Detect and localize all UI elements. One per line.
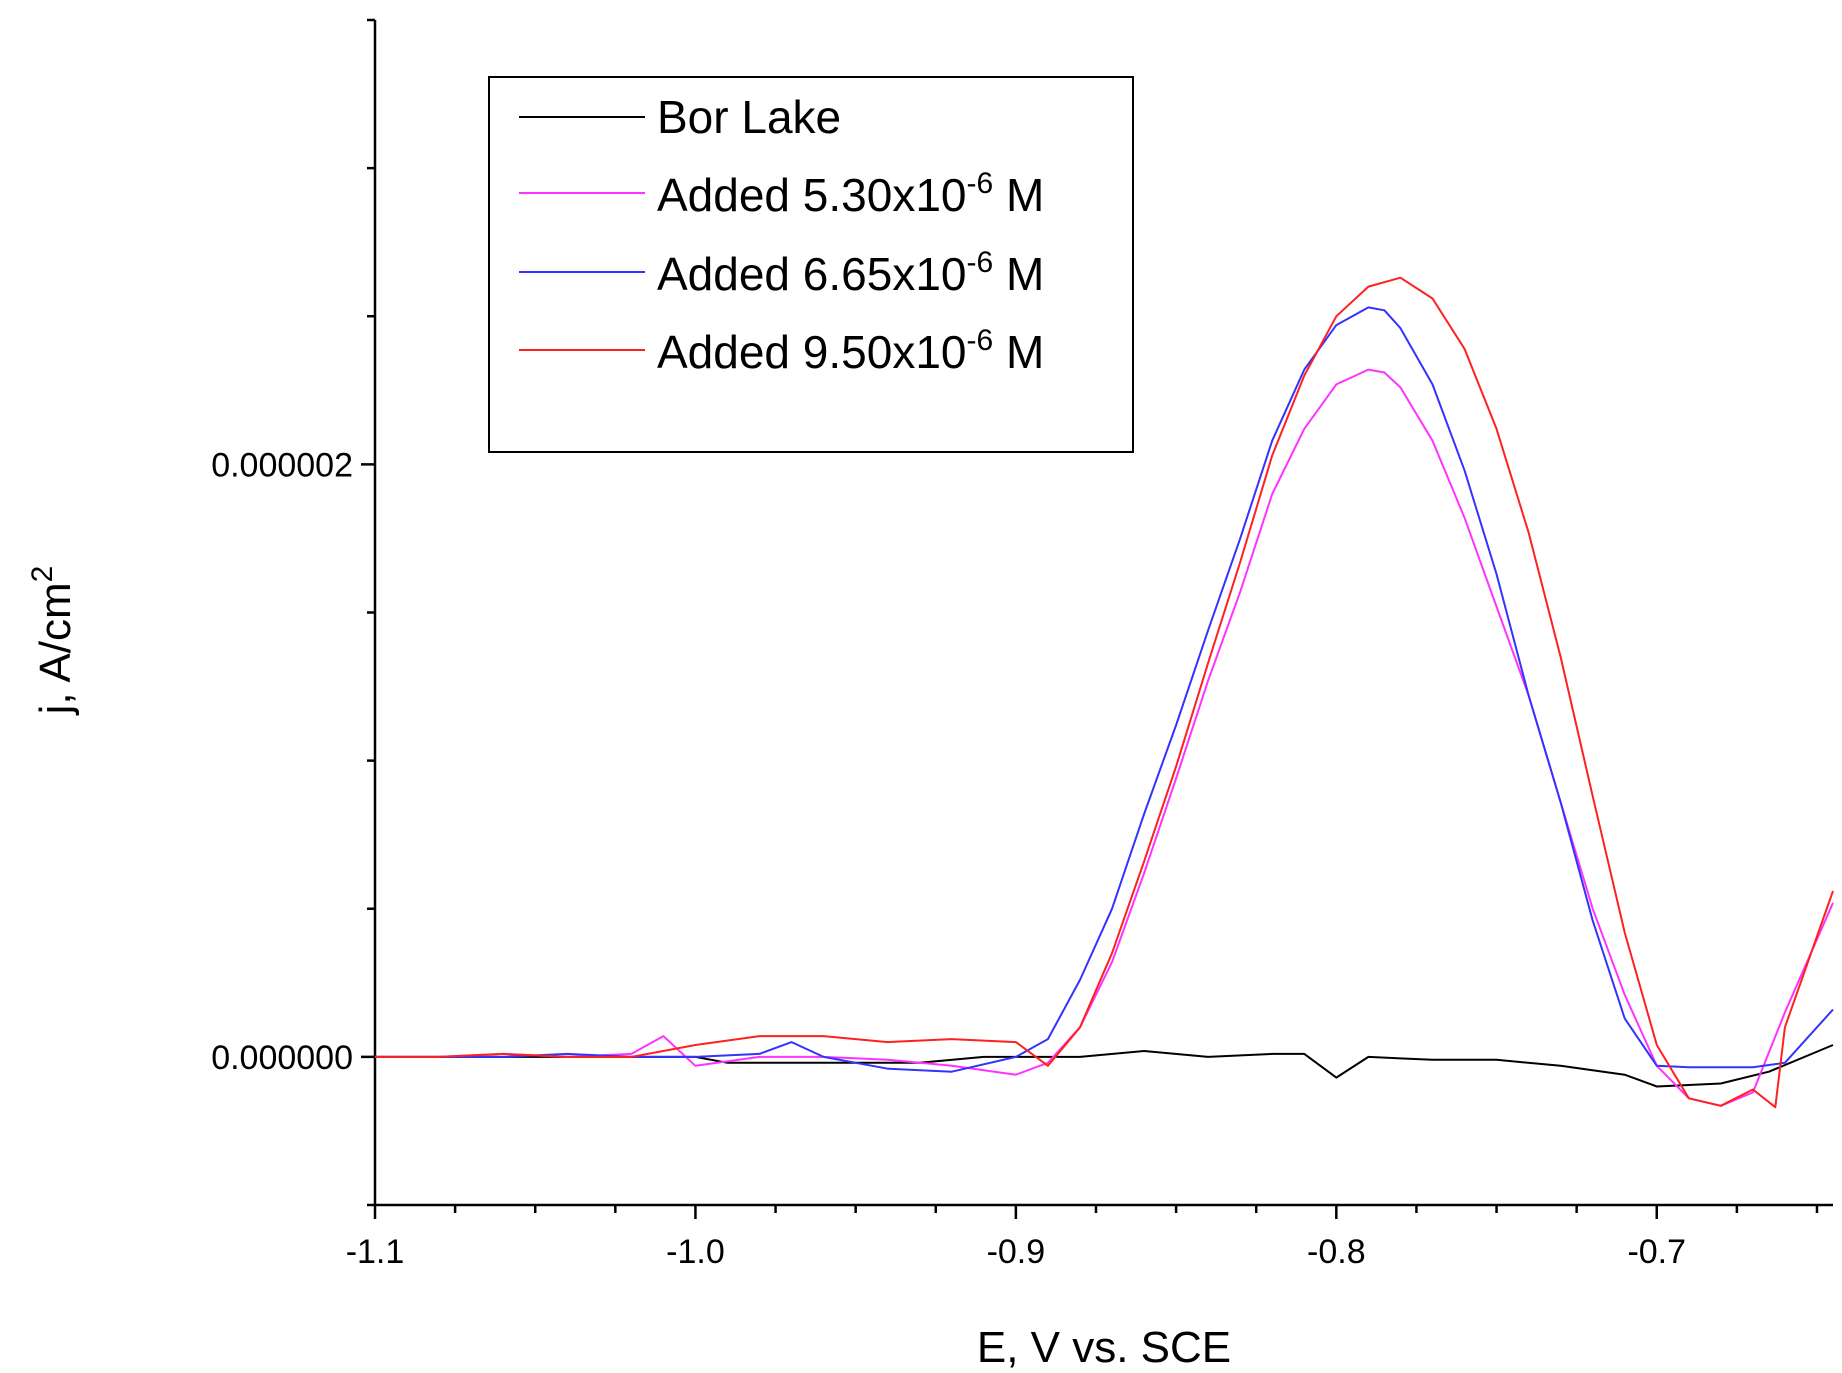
x-ticks: -1.1 -1.0 -0.9 -0.8 -0.7 [346, 1205, 1819, 1271]
plot-lines [375, 276, 1834, 1109]
x-tick-label: -1.1 [346, 1233, 405, 1271]
legend-label-2: Added 6.65x10-6 M [657, 246, 1044, 300]
y-tick-label: 0.000002 [211, 446, 353, 484]
y-axis-title-sup: 2 [26, 566, 59, 583]
legend-label-0: Bor Lake [657, 91, 841, 143]
series-line-3 [375, 276, 1834, 1109]
legend-label-1-prefix: Added 5.30x10 [657, 169, 967, 221]
legend-label-2-prefix: Added 6.65x10 [657, 248, 967, 300]
series-line-2 [375, 306, 1834, 1073]
x-tick-label: -0.9 [987, 1233, 1046, 1271]
legend-label-3: Added 9.50x10-6 M [657, 324, 1044, 378]
x-tick-label: -1.0 [666, 1233, 725, 1271]
y-axis-title-text: j, A/cm [31, 582, 80, 716]
legend: Bor Lake Added 5.30x10-6 M Added 6.65x10… [488, 76, 1134, 453]
y-tick-label: 0.000000 [211, 1039, 353, 1077]
legend-label-1-sup: -6 [967, 167, 994, 200]
legend-box [488, 76, 1134, 453]
y-ticks: 0.000000 0.000002 [211, 18, 375, 1207]
series-line-1 [375, 368, 1834, 1107]
x-tick-label: -0.8 [1307, 1233, 1366, 1271]
series-line-0 [375, 1044, 1834, 1088]
y-axis-title: j, A/cm2 [26, 566, 80, 717]
legend-label-3-prefix: Added 9.50x10 [657, 326, 967, 378]
legend-label-2-suffix: M [993, 248, 1044, 300]
legend-label-1: Added 5.30x10-6 M [657, 167, 1044, 221]
legend-label-3-sup: -6 [967, 324, 994, 357]
x-tick-label: -0.7 [1627, 1233, 1686, 1271]
legend-label-2-sup: -6 [967, 246, 994, 279]
x-axis-title: E, V vs. SCE [977, 1323, 1231, 1372]
legend-label-1-suffix: M [993, 169, 1044, 221]
legend-label-3-suffix: M [993, 326, 1044, 378]
